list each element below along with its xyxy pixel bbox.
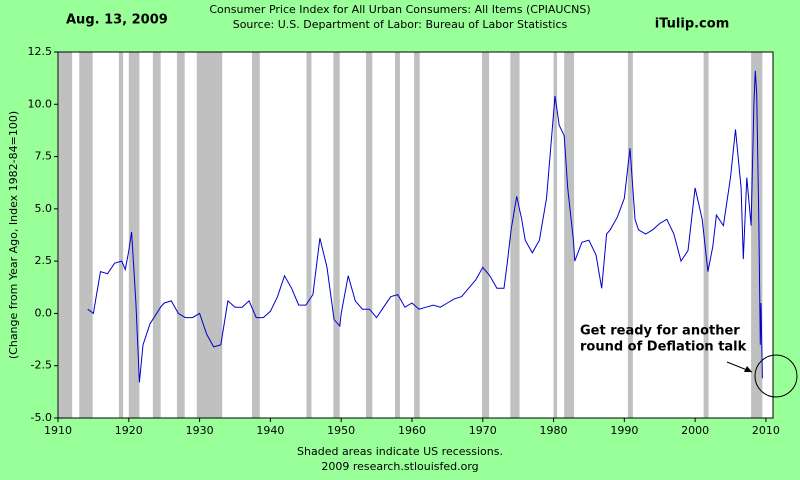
chart-subtitle: Source: U.S. Department of Labor: Bureau… [233, 18, 568, 31]
y-tick-label: 7.5 [35, 150, 53, 163]
x-tick-label: 1910 [44, 424, 72, 437]
recession-band [128, 52, 140, 418]
chart-title: Consumer Price Index for All Urban Consu… [209, 3, 590, 16]
y-tick-label: 5.0 [35, 202, 53, 215]
footer: Shaded areas indicate US recessions. [297, 445, 503, 458]
x-tick-label: 1980 [540, 424, 568, 437]
x-tick-label: 1920 [115, 424, 143, 437]
x-tick-label: 1970 [469, 424, 497, 437]
y-tick-label: 0.0 [35, 306, 53, 319]
x-tick-label: 1990 [610, 424, 638, 437]
recession-band [703, 52, 709, 418]
recession-band [482, 52, 490, 418]
recession-band [414, 52, 420, 418]
y-tick-label: -2.5 [31, 359, 52, 372]
recession-band [365, 52, 373, 418]
x-tick-label: 1940 [256, 424, 284, 437]
recession-band [306, 52, 312, 418]
recession-band [627, 52, 633, 418]
x-tick-label: 1960 [398, 424, 426, 437]
recession-band [333, 52, 340, 418]
annotation: round of Deflation talk [580, 340, 747, 355]
recession-band [58, 52, 73, 418]
brand: iTulip.com [655, 17, 730, 32]
footer: 2009 research.stlouisfed.org [321, 460, 478, 473]
recession-band [564, 52, 575, 418]
cpi-line [87, 70, 763, 383]
date: Aug. 13, 2009 [66, 13, 168, 28]
plot-frame [57, 51, 774, 419]
x-tick-label: 1950 [327, 424, 355, 437]
x-tick-label: 1930 [186, 424, 214, 437]
highlight-circle [754, 354, 798, 398]
annotation: Get ready for another [580, 324, 740, 339]
recession-band [394, 52, 400, 418]
y-tick-label: 10.0 [28, 97, 53, 110]
recession-band [251, 52, 260, 418]
recession-band [553, 52, 558, 418]
recession-band [196, 52, 223, 418]
x-tick-label: 2000 [681, 424, 709, 437]
y-tick-label: 12.5 [28, 45, 53, 58]
recession-band [510, 52, 520, 418]
recession-band [79, 52, 93, 418]
recession-band [152, 52, 161, 418]
recession-band [176, 52, 185, 418]
recession-band [751, 52, 763, 418]
x-tick-label: 2010 [752, 424, 780, 437]
recession-band [118, 52, 124, 418]
y-axis-label: (Change from Year Ago, Index 1982-84=100… [7, 111, 20, 359]
arrow-head [744, 366, 752, 372]
y-tick-label: -5.0 [31, 411, 52, 424]
y-tick-label: 2.5 [35, 254, 53, 267]
